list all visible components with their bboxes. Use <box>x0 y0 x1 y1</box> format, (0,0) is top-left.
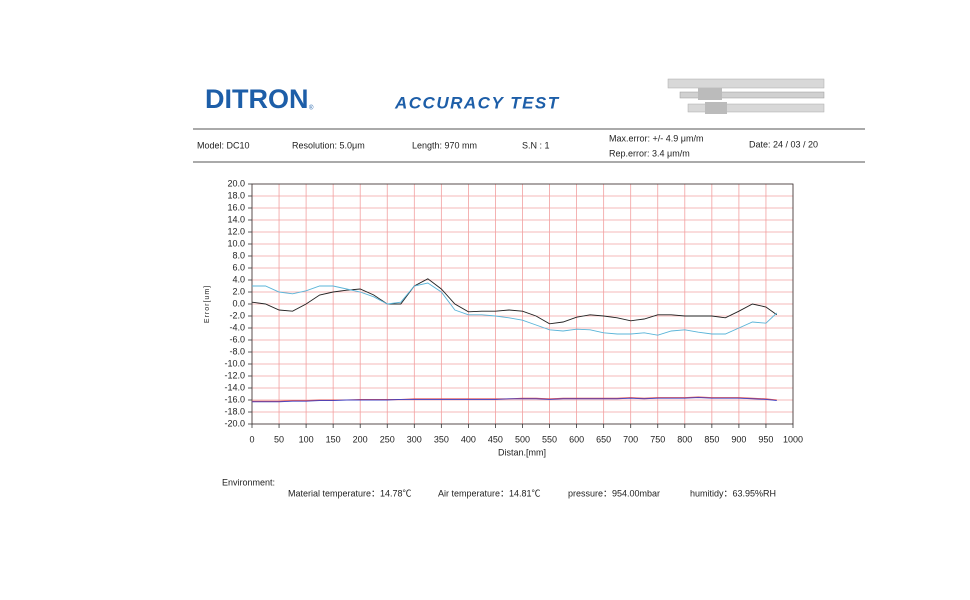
y-tick-label: 16.0 <box>227 202 245 212</box>
y-axis-label: Error[um] <box>204 285 211 323</box>
length: Length: 970 mm <box>412 140 477 150</box>
x-tick-label: 300 <box>407 434 422 444</box>
series-line <box>252 397 777 403</box>
x-tick-label: 550 <box>542 434 557 444</box>
x-tick-label: 0 <box>249 434 254 444</box>
env-humidity: humitidy：63.95%RH <box>690 488 776 498</box>
rep-error: Rep.error: 3.4 μm/m <box>609 148 690 158</box>
y-tick-label: 20.0 <box>227 178 245 188</box>
doc-title: ACCURACY TEST <box>394 93 560 112</box>
serial: S.N : 1 <box>522 140 550 150</box>
y-tick-label: -10.0 <box>224 358 245 368</box>
y-tick-label: -16.0 <box>224 394 245 404</box>
product-image <box>667 78 825 114</box>
x-tick-label: 350 <box>434 434 449 444</box>
x-axis-label: Distan.[mm] <box>498 447 546 457</box>
env-air: Air temperature：14.81℃ <box>438 488 541 498</box>
x-tick-label: 850 <box>704 434 719 444</box>
x-tick-label: 500 <box>515 434 530 444</box>
x-tick-label: 600 <box>569 434 584 444</box>
y-tick-label: 6.0 <box>232 262 245 272</box>
y-tick-label: 14.0 <box>227 214 245 224</box>
plot-frame <box>251 183 794 425</box>
x-tick-label: 700 <box>623 434 638 444</box>
y-tick-label: 2.0 <box>232 286 245 296</box>
x-tick-label: 50 <box>274 434 284 444</box>
y-tick-label: 4.0 <box>232 274 245 284</box>
max-error: Max.error: +/- 4.9 μm/m <box>609 133 703 143</box>
x-tick-label: 750 <box>650 434 665 444</box>
x-tick-label: 900 <box>731 434 746 444</box>
logo: DITRON <box>205 84 309 114</box>
series-line <box>252 282 778 336</box>
y-tick-label: 18.0 <box>227 190 245 200</box>
y-tick-label: 8.0 <box>232 250 245 260</box>
x-tick-label: 250 <box>380 434 395 444</box>
x-tick-label: 400 <box>461 434 476 444</box>
y-tick-label: -6.0 <box>229 334 245 344</box>
x-tick-label: 950 <box>758 434 773 444</box>
env-pressure: pressure：954.00mbar <box>568 488 660 498</box>
logo-mark: ® <box>309 105 314 112</box>
date: Date: 24 / 03 / 20 <box>749 139 818 149</box>
y-tick-label: 12.0 <box>227 226 245 236</box>
resolution: Resolution: 5.0μm <box>292 140 365 150</box>
y-tick-label: -4.0 <box>229 322 245 332</box>
env-title: Environment: <box>222 477 275 487</box>
y-tick-label: -8.0 <box>229 346 245 356</box>
x-tick-label: 100 <box>299 434 314 444</box>
x-tick-label: 200 <box>353 434 368 444</box>
y-tick-label: 10.0 <box>227 238 245 248</box>
model: Model: DC10 <box>197 140 250 150</box>
y-tick-label: -12.0 <box>224 370 245 380</box>
y-tick-label: -14.0 <box>224 382 245 392</box>
env-material: Material temperature：14.78℃ <box>288 488 412 498</box>
x-tick-label: 650 <box>596 434 611 444</box>
x-tick-label: 1000 <box>783 434 803 444</box>
x-tick-label: 150 <box>326 434 341 444</box>
x-tick-label: 450 <box>488 434 503 444</box>
y-tick-label: -2.0 <box>229 310 245 320</box>
x-tick-label: 800 <box>677 434 692 444</box>
y-tick-label: -20.0 <box>224 418 245 428</box>
y-tick-label: -18.0 <box>224 406 245 416</box>
y-tick-label: 0.0 <box>232 298 245 308</box>
series-line <box>251 278 778 325</box>
